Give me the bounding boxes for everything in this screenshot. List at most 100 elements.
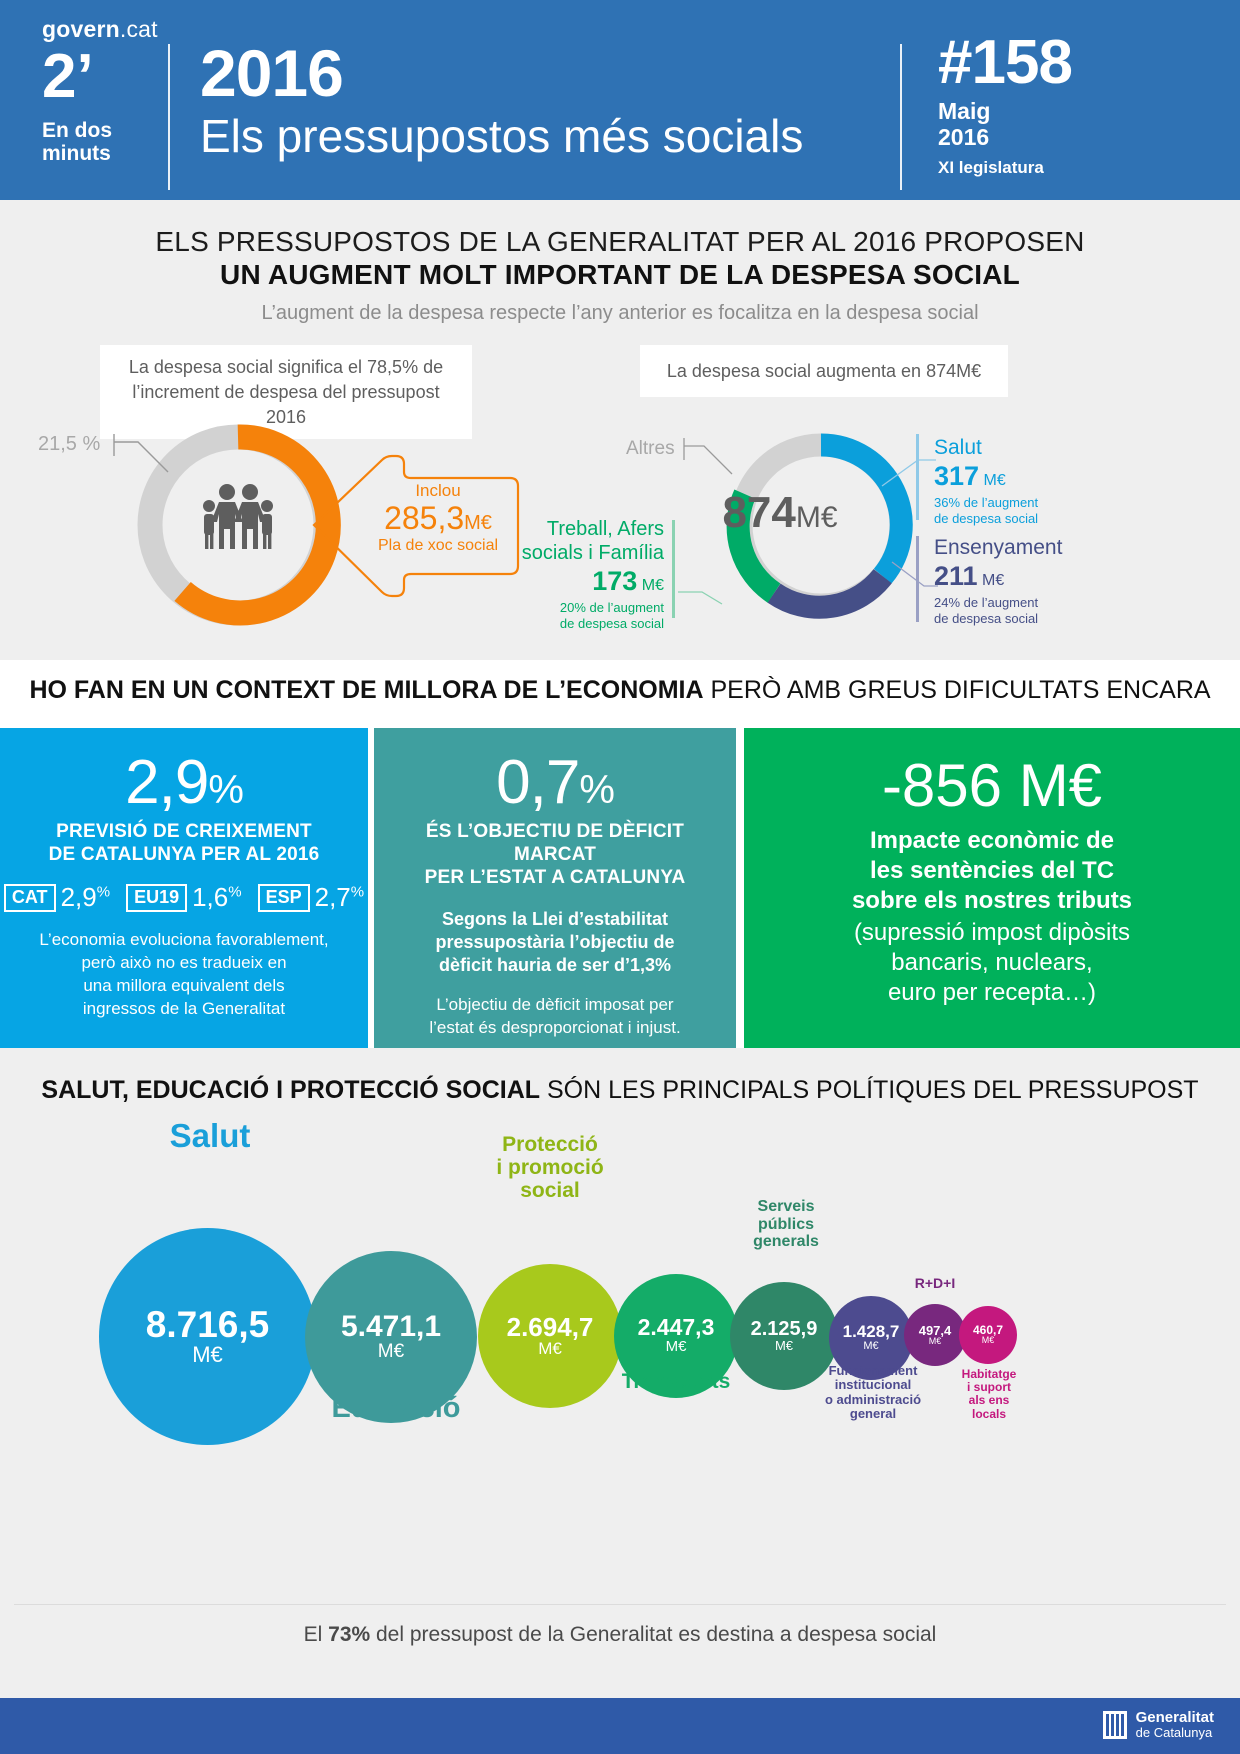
panel-growth-value: 2,9% [16,728,352,814]
bubble-transports[interactable]: 2.447,3 M€ [614,1274,738,1398]
minutes-sub: En dos minuts [42,119,160,165]
panel-growth-number: 2,9 [125,748,209,817]
badge-cat: CAT 2,9% [3,882,110,913]
header-title-block: 2016 Els pressupostos més socials [200,36,803,161]
callout-bottom: Pla de xoc social [377,537,499,554]
footer-divider [14,1604,1226,1605]
panel-tc-note-l3: euro per recepta…) [887,979,1097,1006]
panel-deficit-note-l1: L’objectiu de dèficit imposat per [436,994,674,1014]
donut-slice-social [174,424,341,626]
legend-ensenyament-note: 24% de l’augment de despesa social [934,595,1062,628]
bubble-label-proteccio-l1: Protecció [502,1133,598,1156]
legend-treball-name-l1: Treball, Afers [546,518,664,540]
panel-deficit-note-l2: l’estat és desproporcionat i injust. [429,1017,681,1037]
badge-eu19-unit: % [228,883,242,901]
callout-pla-xoc-social [312,454,520,598]
panel-tc-note-l1: (supressió impost dipòsits [853,919,1131,946]
legend-treball-value: 173 [592,566,638,597]
bubble-proteccio-unit: M€ [538,1338,562,1358]
legend-salut-note: 36% de l’augment de despesa social [934,495,1038,528]
legend-salut-unit: M€ [983,472,1006,489]
generalitat-line1: Generalitat [1135,1709,1214,1726]
brand-thin: .cat [119,16,158,42]
two-minutes-block: 2’ En dos minuts [42,42,160,165]
panel-deficit-caption-l1: ÉS L’OBJECTIU DE DÈFICIT MARCAT [425,821,685,866]
issue-date: Maig 2016 [938,98,1072,151]
bubble-serveis-unit: M€ [774,1337,794,1353]
panel-tc-note-l2: bancaris, nuclears, [891,949,1093,976]
leader-line-altres [113,434,169,473]
panel-growth: 2,9% PREVISIÓ DE CREIXEMENT DE CATALUNYA… [0,728,368,1048]
minutes-value: 2’ [42,42,94,111]
bubble-label-func-l3: o administració [824,1391,922,1407]
bubble-label-hab-l1: Habitatge [961,1367,1017,1381]
bubble-label-serveis-l2: públics [757,1215,814,1233]
panel-deficit: 0,7% ÉS L’OBJECTIU DE DÈFICIT MARCAT PER… [374,728,736,1048]
badge-esp: ESP 2,7% [257,882,365,913]
bubble-label-hab-l2: i suport [967,1380,1011,1395]
leader-line-ensenyament [891,561,938,587]
minutes-sub-line1: En dos [42,118,113,142]
generalitat-bars-icon [1102,1710,1127,1739]
bubble-habitatge-unit: M€ [981,1335,995,1346]
legend-salut: Salut 317 M€ 36% de l’augment de despesa… [934,436,1038,528]
bubble-habitatge[interactable]: 460,7 M€ [959,1306,1017,1364]
section-policies: SALUT, EDUCACIÓ I PROTECCIÓ SOCIAL SÓN L… [0,1048,1240,1698]
page-year: 2016 [200,36,344,110]
bubble-proteccio[interactable]: 2.694,7 M€ [478,1264,622,1408]
legend-ensenyament-note-l2: de despesa social [934,611,1039,627]
generalitat-line2: de Catalunya [1135,1724,1213,1740]
panel-deficit-bold-l1: Segons la Llei d’estabilitat [441,908,669,929]
page-header: govern.cat 2’ En dos minuts 2016 Els pre… [0,0,1240,200]
panel-deficit-note: L’objectiu de dèficit imposat per l’esta… [390,994,720,1040]
economy-band-bold: HO FAN EN UN CONTEXT DE MILLORA DE L’ECO… [29,676,704,704]
footnote-bold: 73% [328,1623,371,1646]
policies-footnote: El 73% del pressupost de la Generalitat … [0,1623,1240,1647]
legend-ensenyament-value: 211 [934,561,978,591]
callout-unit: M€ [464,512,492,534]
bubble-serveis-publics[interactable]: 2.125,9 M€ [730,1282,838,1390]
callout-text: Inclou 285,3M€ Pla de xoc social [358,481,518,555]
panel-growth-unit: % [208,768,244,812]
panel-tc-value: -856 M€ [881,752,1103,819]
badge-esp-value: 2,7% [315,882,365,913]
bubble-label-habitatge: Habitatge i suport als ens locals [944,1367,1034,1421]
legend-treball: Treball, Afers socials i Família 173 M€ … [508,518,664,633]
bubble-habitatge-value: 460,7 [972,1323,1004,1338]
bubble-transports-unit: M€ [665,1338,687,1356]
panel-tc-impact: -856 M€ Impacte econòmic de les sentènci… [744,728,1240,1048]
bubble-rdi[interactable]: 497,4 M€ [904,1304,966,1366]
leader-line-treball [678,591,723,605]
bubble-label-serveis-l3: generals [753,1233,819,1251]
header-divider-right [900,44,902,190]
legend-salut-name: Salut [934,436,982,459]
leader-line-salut [881,459,936,487]
legend-salut-note-l1: 36% de l’augment [934,495,1039,510]
bubble-transports-value: 2.447,3 [637,1314,715,1341]
panel-deficit-bold: Segons la Llei d’estabilitat pressupostà… [390,908,720,978]
badge-esp-tag: ESP [257,884,310,912]
issue-number: #158 [938,28,1073,97]
bubble-salut[interactable]: 8.716,5 M€ [99,1228,316,1445]
bubble-label-funcionament: Funcionament institucional o administrac… [812,1363,934,1421]
bubble-funcionament-unit: M€ [863,1340,879,1353]
panel-deficit-caption-l2: PER L’ESTAT A CATALUNYA [424,867,686,889]
bubble-label-func-l1: Funcionament [828,1363,918,1378]
family-icon [203,484,273,549]
bubble-funcionament[interactable]: 1.428,7 M€ [829,1296,913,1380]
legend-salut-value: 317 [934,461,980,491]
panel-deficit-caption: ÉS L’OBJECTIU DE DÈFICIT MARCAT PER L’ES… [390,820,720,890]
section1-subhead: L’augment de la despesa respecte l’any a… [261,302,979,324]
bubble-label-func-l2: institucional [834,1377,912,1393]
label-altres-percent: 21,5 % [38,433,101,455]
section1-headline-2: UN AUGMENT MOLT IMPORTANT DE LA DESPESA … [220,259,1020,290]
legend-treball-note-l1: 20% de l’augment [559,600,664,616]
legend-treball-name: Treball, Afers socials i Família [508,518,664,565]
badge-esp-num: 2,7 [314,882,351,913]
panel-tc-bold-l1: Impacte econòmic de [869,827,1115,854]
bubble-serveis-value: 2.125,9 [750,1317,818,1340]
legend-treball-unit: M€ [641,577,664,595]
bubble-educacio[interactable]: 5.471,1 M€ [305,1251,477,1423]
donut-center-unit: M€ [795,501,838,534]
